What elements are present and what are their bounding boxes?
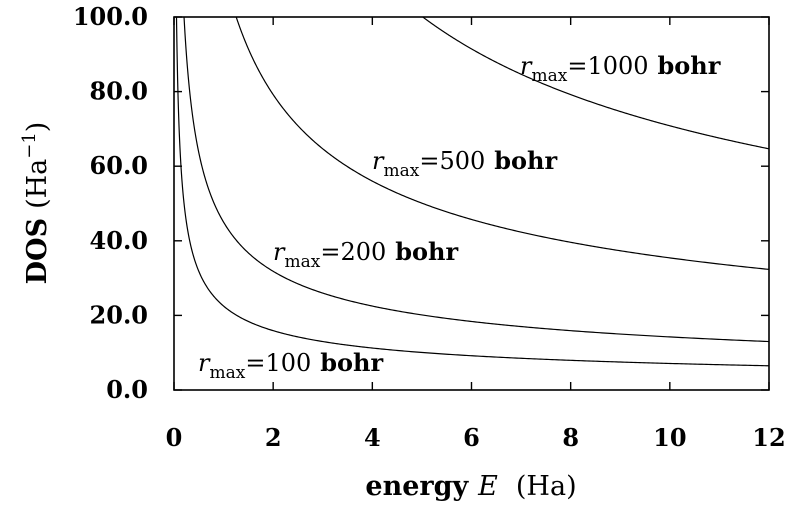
axis-ticks: 0 2 4 6 8 10 12 0.0 20.0 40.0 60.0 80.0 100.0 [73,2,786,452]
y-tick-label: 20.0 [90,300,148,329]
series-label-500: rmax=500 bohr [372,146,557,181]
y-tick-label: 60.0 [90,151,148,180]
series-line-4 [422,16,770,150]
x-tick-label: 6 [463,423,480,452]
x-tick-label: 4 [364,423,381,452]
series-label-200: rmax=200 bohr [273,237,458,272]
y-tick-label: 100.0 [73,2,148,31]
series-label-100: rmax=100 bohr [198,348,383,383]
x-tick-label: 10 [653,423,686,452]
y-tick-label: 40.0 [90,226,148,255]
y-tick-label: 0.0 [106,375,148,404]
x-tick-label: 0 [166,423,183,452]
y-tick-label: 80.0 [90,77,148,106]
series-line-1 [175,16,770,367]
series-label-1000: rmax=1000 bohr [520,51,721,86]
series-line-2 [183,16,770,343]
x-tick-label: 2 [265,423,282,452]
x-tick-label: 8 [562,423,579,452]
series-lines [175,16,770,367]
y-axis-label: DOS(Ha−1) [19,122,53,285]
x-axis-label: energy E (Ha) [365,471,576,502]
x-tick-label: 12 [752,423,785,452]
series-line-3 [235,16,770,270]
